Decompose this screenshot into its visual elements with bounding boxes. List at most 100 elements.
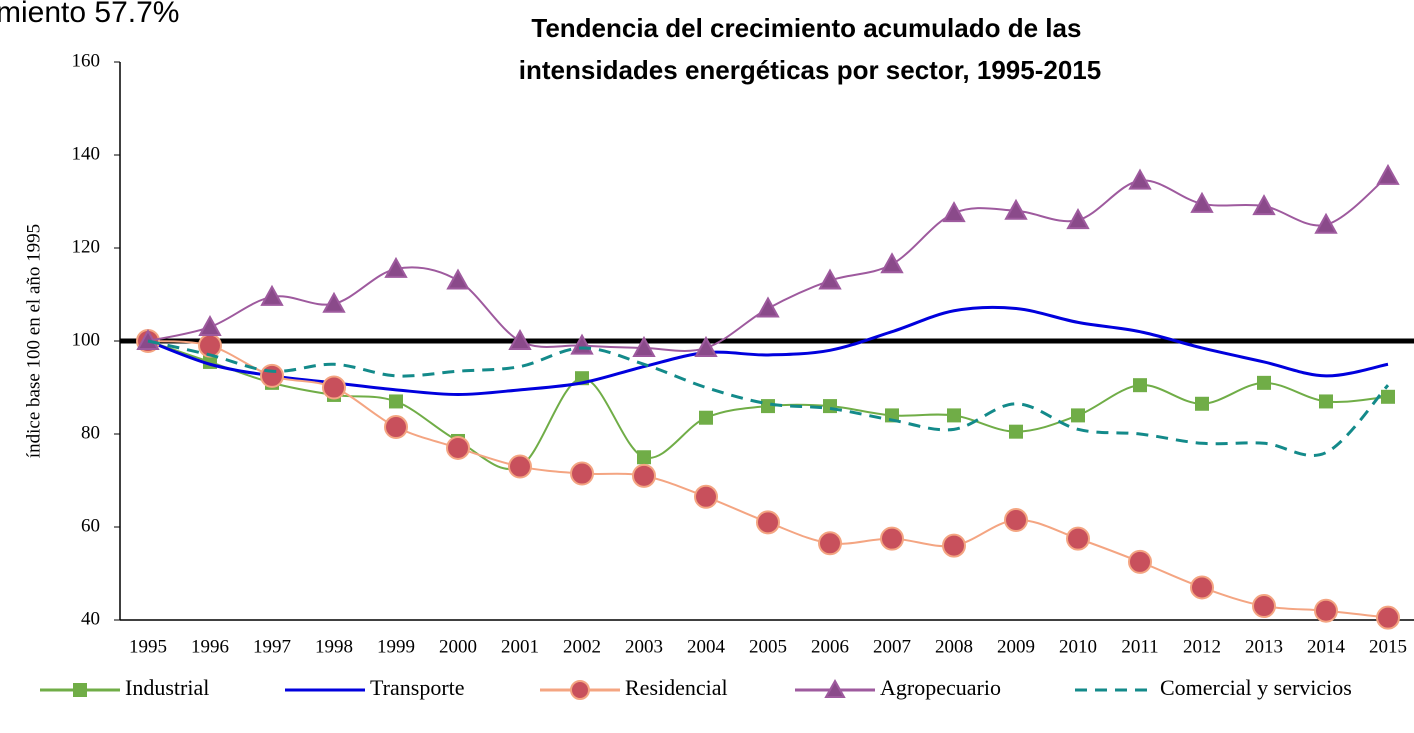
x-tick-label: 1999 — [377, 636, 415, 657]
marker — [1381, 389, 1395, 404]
x-tick-label: 2013 — [1245, 636, 1283, 657]
marker — [570, 461, 594, 486]
marker — [885, 408, 899, 423]
marker — [1128, 168, 1152, 190]
marker — [1314, 598, 1338, 623]
legend-marker — [570, 680, 590, 700]
x-tick-label: 2006 — [811, 636, 849, 657]
marker — [1066, 526, 1090, 551]
marker — [1190, 191, 1214, 213]
x-tick-label: 2004 — [687, 636, 726, 657]
y-tick-label: 60 — [81, 515, 100, 536]
marker — [1128, 549, 1152, 574]
legend-marker — [73, 683, 87, 697]
x-tick-label: 2007 — [873, 636, 911, 657]
y-tick-label: 100 — [72, 329, 101, 350]
marker — [694, 484, 718, 509]
marker — [756, 510, 780, 535]
marker — [322, 375, 346, 400]
y-axis-label: índice base 100 en el año 1995 — [23, 224, 44, 458]
marker — [1009, 424, 1023, 439]
marker — [198, 333, 222, 358]
marker — [1195, 396, 1209, 411]
line — [147, 305, 1389, 396]
marker — [1252, 594, 1276, 619]
marker — [508, 454, 532, 479]
marker — [818, 268, 842, 290]
legend-marker — [824, 678, 846, 698]
line — [147, 340, 1389, 470]
line — [147, 339, 1390, 458]
series — [136, 163, 1400, 357]
legend-label: Agropecuario — [880, 675, 1001, 700]
series — [136, 329, 1400, 630]
marker — [384, 415, 408, 440]
marker — [508, 328, 532, 350]
legend-marker — [570, 680, 590, 700]
x-tick-label: 2015 — [1369, 636, 1407, 657]
x-tick-label: 1995 — [129, 636, 167, 657]
marker — [1257, 375, 1271, 390]
x-tick-label: 1996 — [191, 636, 229, 657]
legend-label: Residencial — [625, 675, 728, 700]
legend-label: Comercial y servicios — [1160, 675, 1352, 700]
marker — [880, 252, 904, 274]
x-tick-label: 1998 — [315, 636, 353, 657]
marker — [942, 201, 966, 223]
x-tick-label: 2012 — [1183, 636, 1221, 657]
series — [147, 305, 1389, 396]
y-tick-label: 140 — [72, 143, 101, 164]
chart-title: Tendencia del crecimiento acumulado de l… — [519, 13, 1101, 85]
marker — [1066, 208, 1090, 230]
marker — [699, 410, 713, 425]
marker — [198, 314, 222, 337]
x-tick-label: 2003 — [625, 636, 663, 657]
legend-label: Transporte — [370, 675, 465, 700]
legend-marker — [73, 683, 87, 697]
x-tick-label: 2000 — [439, 636, 477, 657]
marker — [1071, 408, 1085, 423]
x-tick-label: 2002 — [563, 636, 601, 657]
y-tick-label: 80 — [81, 422, 100, 443]
marker — [947, 408, 961, 423]
x-tick-label: 2011 — [1121, 636, 1158, 657]
marker — [1004, 508, 1028, 533]
x-tick-label: 1997 — [253, 636, 291, 657]
legend-label: Industrial — [125, 675, 209, 700]
series — [147, 339, 1390, 458]
marker — [756, 296, 780, 318]
marker — [880, 526, 904, 551]
x-tick-label: 2014 — [1307, 636, 1346, 657]
marker — [1319, 394, 1333, 409]
marker — [761, 399, 775, 414]
marker — [322, 291, 346, 313]
marker — [1314, 212, 1338, 234]
x-tick-label: 2001 — [501, 636, 539, 657]
annotation: miento 57.7% — [0, 0, 179, 29]
marker — [1376, 605, 1400, 630]
marker — [1376, 163, 1400, 185]
marker — [694, 335, 718, 357]
marker — [637, 450, 651, 465]
y-tick-label: 160 — [72, 50, 101, 71]
x-tick-label: 2009 — [997, 636, 1035, 657]
legend-marker — [824, 678, 846, 698]
marker — [136, 328, 160, 350]
y-tick-label: 120 — [72, 236, 101, 257]
marker — [260, 284, 284, 306]
marker — [632, 335, 656, 357]
marker — [1252, 194, 1276, 216]
marker — [818, 531, 842, 556]
marker — [942, 533, 966, 558]
x-tick-label: 2005 — [749, 636, 787, 657]
marker — [384, 256, 408, 278]
marker — [446, 435, 470, 460]
marker — [260, 363, 284, 388]
y-tick-label: 40 — [81, 608, 100, 629]
marker — [632, 463, 656, 488]
marker — [1133, 378, 1147, 393]
marker — [1004, 198, 1028, 220]
x-tick-label: 2008 — [935, 636, 973, 657]
marker — [446, 268, 470, 290]
